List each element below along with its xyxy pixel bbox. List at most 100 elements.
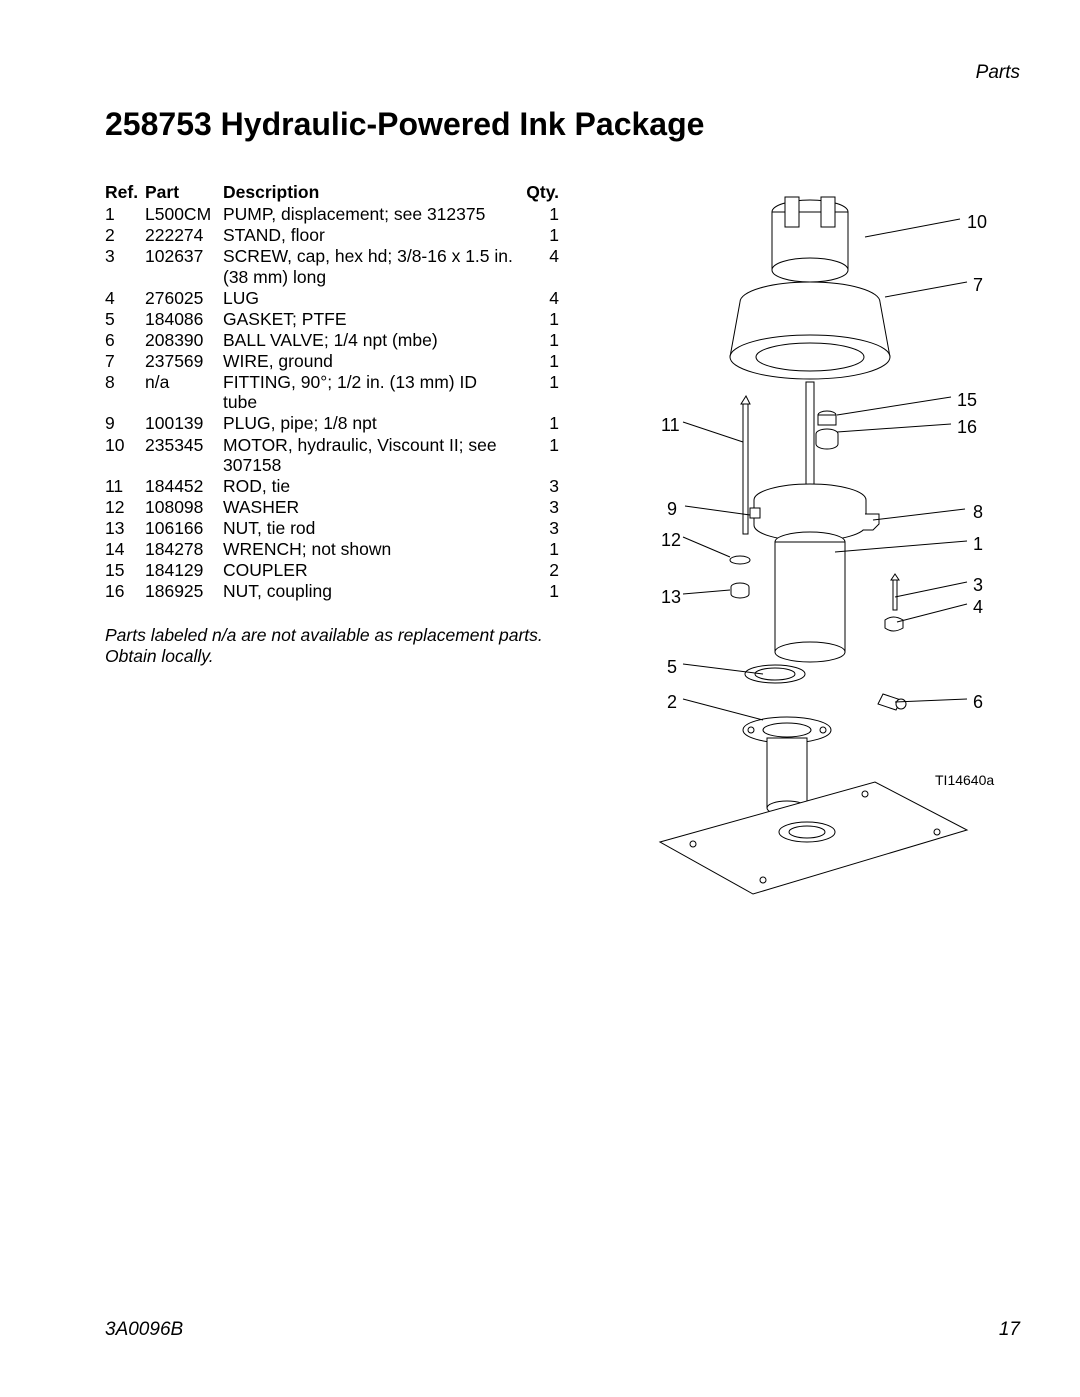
table-row: 2222274STAND, floor1 — [105, 225, 565, 246]
callout-9: 9 — [667, 499, 677, 520]
header-section: Parts — [976, 62, 1020, 84]
cell-qty: 3 — [521, 476, 565, 497]
cell-ref: 2 — [105, 225, 145, 246]
callout-7: 7 — [973, 275, 983, 296]
col-desc: Description — [223, 182, 521, 204]
table-row: 4276025LUG4 — [105, 288, 565, 309]
cell-part: 276025 — [145, 288, 223, 309]
callout-1: 1 — [973, 534, 983, 555]
table-row: 9100139PLUG, pipe; 1/8 npt1 — [105, 413, 565, 434]
cell-part: 184278 — [145, 539, 223, 560]
cell-qty: 1 — [521, 539, 565, 560]
cell-desc: COUPLER — [223, 560, 521, 581]
cell-part: 208390 — [145, 330, 223, 351]
table-row: 11184452ROD, tie3 — [105, 476, 565, 497]
cell-part: 106166 — [145, 518, 223, 539]
cell-qty: 1 — [521, 435, 565, 476]
cell-ref: 12 — [105, 497, 145, 518]
cell-part: 237569 — [145, 351, 223, 372]
callout-12: 12 — [661, 530, 681, 551]
cell-desc: MOTOR, hydraulic, Viscount II; see 30715… — [223, 435, 521, 476]
diagram-image-id: TI14640a — [935, 772, 994, 788]
cell-ref: 13 — [105, 518, 145, 539]
cell-ref: 10 — [105, 435, 145, 476]
table-row: 6208390BALL VALVE; 1/4 npt (mbe)1 — [105, 330, 565, 351]
cell-ref: 1 — [105, 204, 145, 225]
callout-8: 8 — [973, 502, 983, 523]
cell-part: L500CM — [145, 204, 223, 225]
cell-ref: 14 — [105, 539, 145, 560]
cell-ref: 11 — [105, 476, 145, 497]
cell-desc: BALL VALVE; 1/4 npt (mbe) — [223, 330, 521, 351]
parts-table: Ref. Part Description Qty. 1L500CMPUMP, … — [105, 182, 565, 603]
cell-desc: ROD, tie — [223, 476, 521, 497]
cell-ref: 15 — [105, 560, 145, 581]
cell-qty: 1 — [521, 204, 565, 225]
cell-desc: FITTING, 90°; 1/2 in. (13 mm) ID tube — [223, 372, 521, 413]
cell-part: 222274 — [145, 225, 223, 246]
cell-qty: 1 — [521, 309, 565, 330]
cell-qty: 1 — [521, 372, 565, 413]
callout-6: 6 — [973, 692, 983, 713]
cell-qty: 1 — [521, 581, 565, 602]
footer-doc: 3A0096B — [105, 1319, 183, 1341]
cell-part: 186925 — [145, 581, 223, 602]
col-part: Part — [145, 182, 223, 204]
cell-ref: 7 — [105, 351, 145, 372]
cell-desc: WIRE, ground — [223, 351, 521, 372]
cell-qty: 4 — [521, 288, 565, 309]
table-row: 14184278WRENCH; not shown1 — [105, 539, 565, 560]
callout-5: 5 — [667, 657, 677, 678]
table-row: 10235345MOTOR, hydraulic, Viscount II; s… — [105, 435, 565, 476]
cell-qty: 1 — [521, 413, 565, 434]
exploded-diagram: 107151611981213134526 TI14640a — [565, 182, 1020, 902]
cell-qty: 3 — [521, 518, 565, 539]
table-row: 8n/aFITTING, 90°; 1/2 in. (13 mm) ID tub… — [105, 372, 565, 413]
cell-ref: 16 — [105, 581, 145, 602]
callout-3: 3 — [973, 575, 983, 596]
cell-desc: STAND, floor — [223, 225, 521, 246]
cell-qty: 1 — [521, 225, 565, 246]
cell-desc: LUG — [223, 288, 521, 309]
cell-ref: 9 — [105, 413, 145, 434]
footer-page: 17 — [999, 1319, 1020, 1341]
cell-part: n/a — [145, 372, 223, 413]
cell-part: 184129 — [145, 560, 223, 581]
table-row: 3102637SCREW, cap, hex hd; 3/8-16 x 1.5 … — [105, 246, 565, 287]
callout-15: 15 — [957, 390, 977, 411]
cell-part: 100139 — [145, 413, 223, 434]
callout-10: 10 — [967, 212, 987, 233]
col-qty: Qty. — [521, 182, 565, 204]
cell-desc: GASKET; PTFE — [223, 309, 521, 330]
callout-4: 4 — [973, 597, 983, 618]
callout-11: 11 — [661, 415, 680, 436]
page-title: 258753 Hydraulic-Powered Ink Package — [105, 106, 704, 143]
table-row: 16186925NUT, coupling1 — [105, 581, 565, 602]
cell-part: 108098 — [145, 497, 223, 518]
cell-qty: 2 — [521, 560, 565, 581]
cell-ref: 3 — [105, 246, 145, 287]
footnote: Parts labeled n/a are not available as r… — [105, 625, 555, 667]
cell-desc: PUMP, displacement; see 312375 — [223, 204, 521, 225]
table-row: 7237569WIRE, ground1 — [105, 351, 565, 372]
cell-ref: 8 — [105, 372, 145, 413]
callout-2: 2 — [667, 692, 677, 713]
cell-ref: 4 — [105, 288, 145, 309]
cell-desc: SCREW, cap, hex hd; 3/8-16 x 1.5 in. (38… — [223, 246, 521, 287]
cell-qty: 4 — [521, 246, 565, 287]
callout-13: 13 — [661, 587, 681, 608]
table-row: 12108098WASHER3 — [105, 497, 565, 518]
col-ref: Ref. — [105, 182, 145, 204]
cell-part: 184452 — [145, 476, 223, 497]
cell-ref: 6 — [105, 330, 145, 351]
cell-ref: 5 — [105, 309, 145, 330]
table-row: 15184129COUPLER2 — [105, 560, 565, 581]
table-row: 5184086GASKET; PTFE1 — [105, 309, 565, 330]
cell-desc: WRENCH; not shown — [223, 539, 521, 560]
cell-part: 102637 — [145, 246, 223, 287]
cell-desc: NUT, coupling — [223, 581, 521, 602]
table-row: 1L500CMPUMP, displacement; see 3123751 — [105, 204, 565, 225]
cell-desc: WASHER — [223, 497, 521, 518]
callout-16: 16 — [957, 417, 977, 438]
cell-qty: 1 — [521, 351, 565, 372]
